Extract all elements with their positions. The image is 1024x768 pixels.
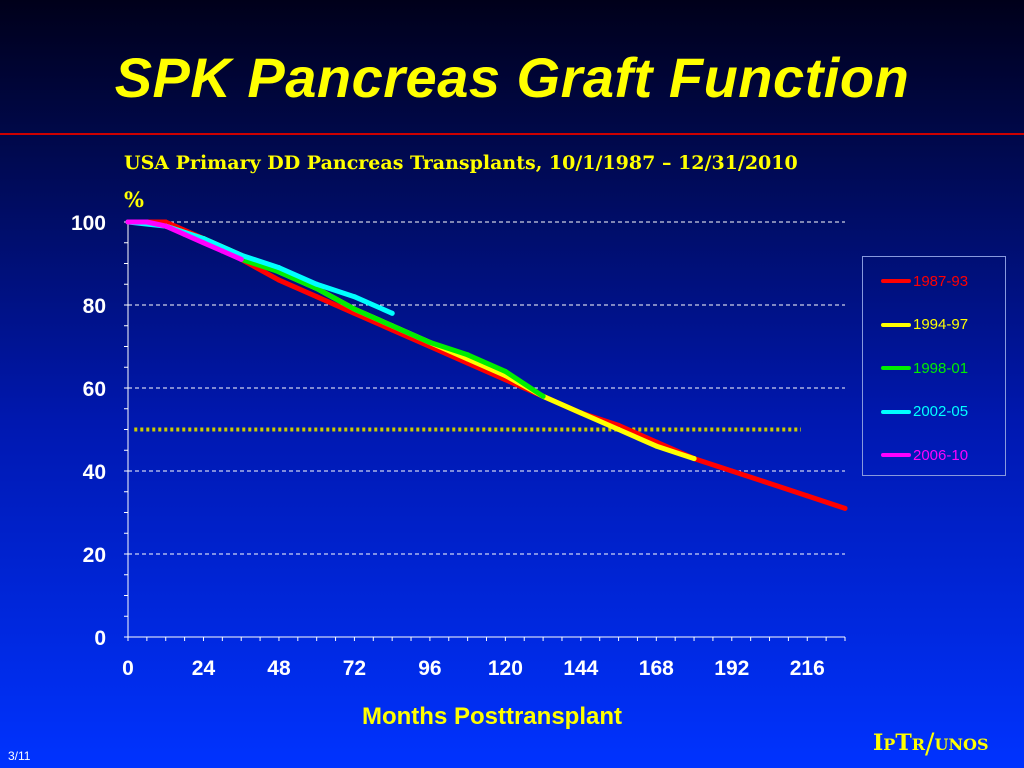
legend-label: 1987-93 — [913, 272, 969, 290]
legend-swatch — [881, 322, 911, 327]
data-point-2006-10 — [144, 219, 150, 225]
data-point-1998-01 — [389, 323, 395, 329]
x-tick-label: 48 — [267, 657, 291, 680]
x-axis-title: Months Posttransplant — [361, 703, 622, 730]
data-point-1998-01 — [502, 368, 508, 374]
data-point-1994-97 — [653, 443, 659, 449]
legend-swatch — [881, 366, 911, 370]
data-point-1998-01 — [427, 339, 433, 345]
data-point-1987-93 — [276, 277, 282, 283]
data-point-1998-01 — [351, 306, 357, 312]
chart-legend: 1987-93 1994-97 1998-01 2002-05 2006-10 — [862, 256, 1006, 476]
legend-label: 1994-97 — [913, 316, 969, 333]
legend-item-1998-01: 1998-01 — [881, 358, 968, 378]
data-point-1994-97 — [691, 456, 697, 462]
iptr-unos-logo: IPTR/UNOS — [873, 727, 989, 760]
data-point-2006-10 — [219, 248, 225, 254]
y-tick-label: 60 — [83, 378, 106, 401]
title-divider — [0, 133, 1024, 135]
x-tick-label: 144 — [563, 657, 598, 680]
slide-number: 3/11 — [8, 749, 31, 763]
x-tick-label: 192 — [714, 657, 749, 680]
legend-label: 2006-10 — [913, 446, 969, 464]
y-tick-label: 80 — [83, 295, 106, 318]
x-tick-label: 72 — [343, 657, 366, 680]
y-tick-label: 100 — [71, 212, 106, 235]
x-tick-label: 0 — [122, 657, 134, 680]
data-point-1994-97 — [578, 410, 584, 416]
data-point-2006-10 — [125, 219, 131, 225]
x-tick-label: 96 — [418, 657, 441, 680]
legend-swatch — [881, 453, 911, 457]
data-point-2006-10 — [182, 231, 188, 237]
legend-swatch — [881, 279, 911, 283]
data-point-1987-93 — [767, 480, 773, 486]
chart-subtitle: USA Primary DD Pancreas Transplants, 10/… — [124, 152, 798, 174]
legend-swatch — [881, 409, 911, 414]
data-point-2006-10 — [163, 223, 169, 229]
legend-item-1994-97: 1994-97 — [881, 315, 968, 335]
legend-item-1987-93: 1987-93 — [881, 271, 968, 291]
data-point-2002-05 — [389, 310, 395, 316]
x-tick-label: 24 — [192, 657, 216, 680]
data-point-2002-05 — [314, 281, 320, 287]
data-point-1987-93 — [314, 294, 320, 300]
data-point-2006-10 — [200, 240, 206, 246]
data-point-1987-93 — [804, 493, 810, 499]
x-tick-label: 168 — [639, 657, 674, 680]
data-point-2002-05 — [276, 265, 282, 271]
data-point-1987-93 — [729, 468, 735, 474]
y-tick-label: 20 — [83, 544, 106, 567]
data-point-1987-93 — [163, 219, 169, 225]
legend-item-2002-05: 2002-05 — [881, 402, 968, 422]
y-tick-label: 0 — [94, 627, 106, 650]
slide-title: SPK Pancreas Graft Function — [114, 46, 910, 109]
x-tick-label: 216 — [790, 657, 825, 680]
data-point-1994-97 — [616, 427, 622, 432]
data-point-1998-01 — [540, 393, 546, 399]
x-tick-label: 120 — [488, 657, 523, 680]
data-point-2002-05 — [351, 294, 357, 300]
legend-label: 1998-01 — [913, 359, 969, 377]
data-point-1987-93 — [842, 505, 848, 511]
y-axis-unit: % — [124, 187, 144, 212]
data-point-1998-01 — [465, 352, 471, 358]
legend-label: 2002-05 — [913, 403, 969, 420]
y-tick-label: 40 — [83, 461, 106, 484]
legend-item-2006-10: 2006-10 — [881, 445, 968, 465]
data-point-2006-10 — [238, 256, 244, 262]
